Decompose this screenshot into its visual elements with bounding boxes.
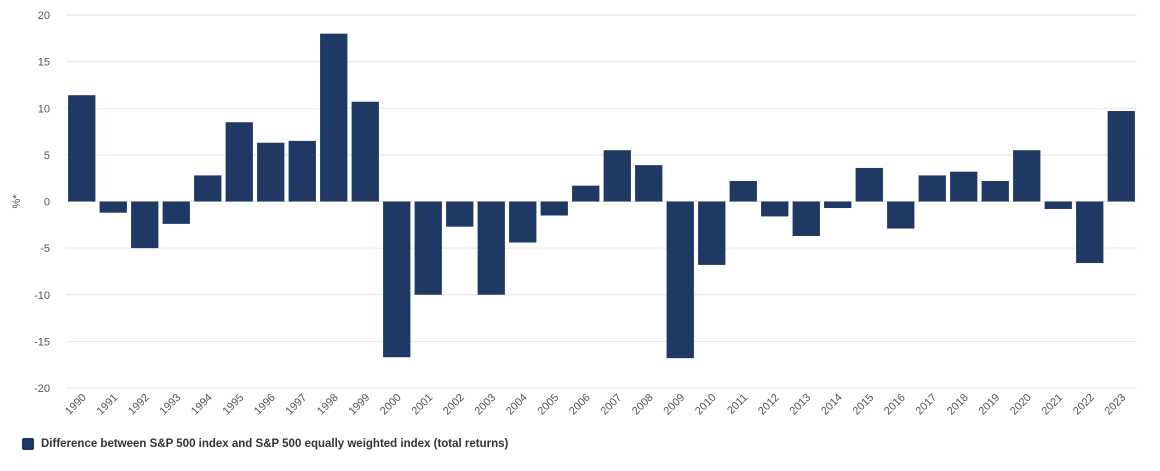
legend: Difference between S&P 500 index and S&P… [22,438,508,450]
y-tick-label: -10 [34,290,50,302]
bars [68,33,1135,359]
x-tick-label: 2017 [914,392,940,418]
x-tick-label: 2004 [504,392,530,418]
x-tick-label: 1990 [63,392,89,418]
x-tick-label: 2020 [1008,392,1034,418]
x-tick-label: 2012 [756,392,782,418]
bar-1998 [320,33,348,202]
x-tick-label: 2007 [599,392,625,418]
x-tick-label: 2009 [662,392,688,418]
x-tick-label: 1992 [126,392,152,418]
x-tick-label: 2014 [819,392,845,418]
x-tick-label: 1991 [95,392,121,418]
bar-2013 [792,201,820,237]
y-tick-label: -15 [34,336,50,348]
bar-1997 [288,140,316,202]
bar-1993 [162,201,190,224]
x-tick-label: 2021 [1040,392,1066,418]
bar-1996 [257,142,285,202]
x-tick-label: 1997 [284,392,310,418]
y-tick-label: -5 [40,243,50,255]
bar-2002 [446,201,474,227]
bar-2001 [414,201,442,295]
bar-2018 [950,171,978,202]
x-tick-label: 2005 [536,392,562,418]
bar-2021 [1044,201,1072,209]
x-tick-label: 1995 [221,392,247,418]
bar-2023 [1107,111,1135,202]
bar-2022 [1076,201,1104,264]
x-tick-label: 1993 [158,392,184,418]
x-tick-label: 1996 [252,392,278,418]
x-tick-label: 2002 [441,392,467,418]
bar-1999 [351,101,379,202]
bar-2008 [635,165,663,202]
x-tick-label: 2023 [1103,392,1129,418]
bar-2009 [666,201,694,359]
bar-2012 [761,201,789,217]
x-axis-ticks: 1990 1991 1992 1993 1994 1995 1996 1997 1998 1999… [63,392,1128,418]
bar-1994 [194,175,222,202]
bar-2010 [698,201,726,265]
x-tick-label: 2015 [851,392,877,418]
y-tick-label: 20 [38,10,50,22]
x-tick-label: 1999 [347,392,373,418]
bar-1992 [131,201,159,249]
x-tick-label: 2010 [693,392,719,418]
x-tick-label: 2001 [410,392,436,418]
bar-2016 [887,201,915,229]
bar-2019 [981,180,1009,202]
y-axis-ticks: 20 15 10 5 0 -5 -10 -15 -20 [34,10,50,395]
legend-swatch [22,438,34,450]
x-tick-label: 2016 [882,392,908,418]
x-tick-label: 1998 [315,392,341,418]
x-tick-label: 2003 [473,392,499,418]
y-tick-label: 10 [38,103,50,115]
bar-1991 [99,201,127,213]
legend-label: Difference between S&P 500 index and S&P… [41,438,509,450]
bar-2005 [540,201,568,216]
bar-2004 [509,201,537,243]
y-tick-label: 15 [38,57,50,69]
x-tick-label: 2006 [567,392,593,418]
x-tick-label: 2008 [630,392,656,418]
bar-2015 [855,167,883,202]
bar-1995 [225,122,253,202]
y-tick-label: -20 [34,383,50,395]
bar-2014 [824,201,852,209]
x-tick-label: 1994 [189,392,215,418]
bar-2003 [477,201,505,295]
y-tick-label: 0 [44,197,50,209]
bar-2011 [729,180,757,202]
y-axis-title: %* [11,194,23,209]
bar-2017 [918,175,946,202]
x-tick-label: 2013 [788,392,814,418]
x-tick-label: 2000 [378,392,404,418]
bar-2006 [572,185,600,202]
x-tick-label: 2022 [1071,392,1097,418]
bar-1990 [68,95,96,202]
bar-2000 [383,201,411,358]
x-tick-label: 2011 [725,392,750,417]
bar-2020 [1013,150,1041,202]
y-tick-label: 5 [44,150,50,162]
x-tick-label: 2019 [977,392,1003,418]
bar-2007 [603,150,631,202]
x-tick-label: 2018 [945,392,971,418]
